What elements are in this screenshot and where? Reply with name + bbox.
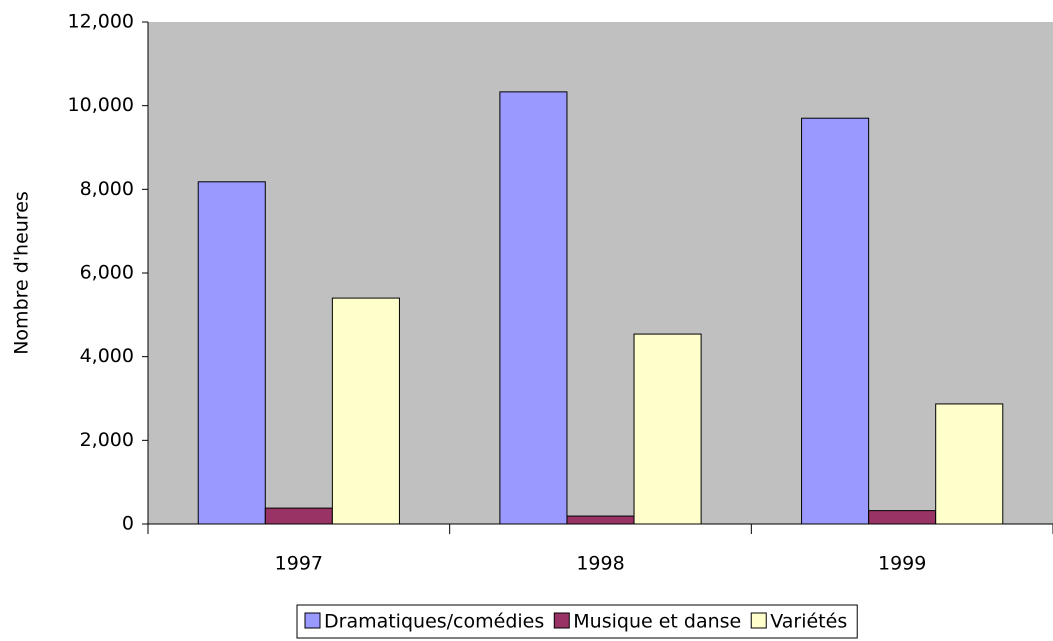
bar <box>264 507 333 525</box>
bar <box>197 181 266 525</box>
legend-label: Dramatiques/comédies <box>324 611 544 633</box>
bar <box>633 333 702 525</box>
y-tick-label: 4,000 <box>80 345 134 367</box>
bar <box>868 510 937 525</box>
plot-area <box>148 22 1053 524</box>
legend-swatch <box>553 612 570 629</box>
bar <box>499 91 568 525</box>
bar <box>331 297 400 525</box>
x-tick-label: 1999 <box>878 553 926 575</box>
y-tick-label: 8,000 <box>80 178 134 200</box>
y-tick-label: 10,000 <box>68 94 134 116</box>
bar <box>801 117 870 525</box>
legend-swatch <box>750 612 767 629</box>
bar <box>566 515 635 525</box>
y-tick-label: 12,000 <box>68 11 134 33</box>
y-tick-label: 0 <box>122 513 134 535</box>
legend-swatch <box>304 612 321 629</box>
bar <box>935 403 1004 525</box>
x-tick-label: 1997 <box>275 553 323 575</box>
y-tick-label: 6,000 <box>80 262 134 284</box>
legend-label: Musique et danse <box>573 611 741 633</box>
x-tick-label: 1998 <box>576 553 624 575</box>
y-axis-label: Nombre d'heures <box>11 191 33 355</box>
legend-label: Variétés <box>770 611 847 633</box>
y-tick-label: 2,000 <box>80 429 134 451</box>
